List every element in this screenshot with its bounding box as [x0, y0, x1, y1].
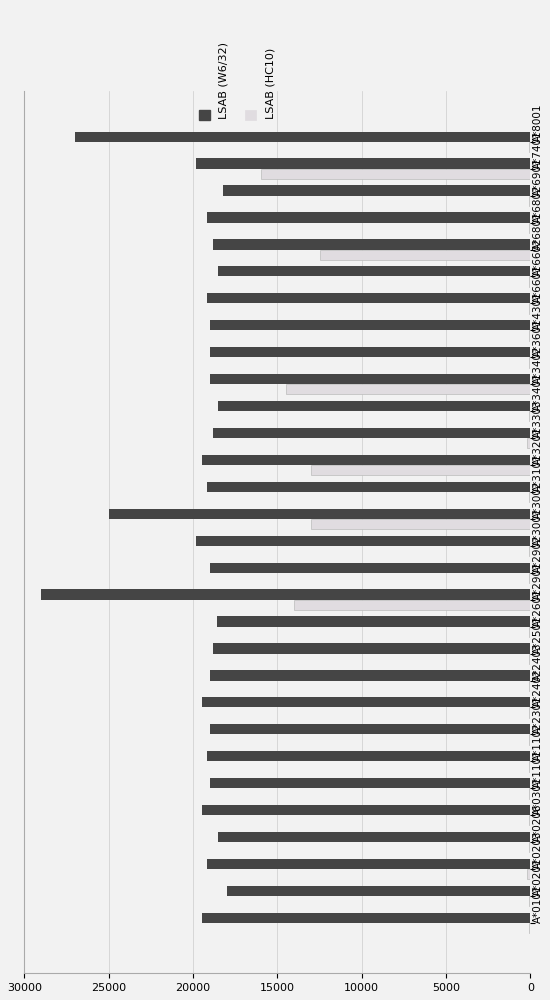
- Bar: [210, 563, 530, 573]
- Bar: [311, 465, 530, 475]
- Bar: [207, 751, 530, 761]
- Bar: [529, 896, 530, 906]
- Bar: [294, 600, 530, 610]
- Bar: [529, 815, 530, 825]
- Bar: [529, 546, 530, 556]
- Bar: [207, 859, 530, 869]
- Bar: [529, 923, 530, 933]
- Bar: [218, 832, 530, 842]
- Bar: [210, 374, 530, 384]
- Bar: [529, 330, 530, 341]
- Bar: [207, 482, 530, 492]
- Bar: [529, 223, 530, 233]
- Legend: LSAB (W6/32), LSAB (HC10): LSAB (W6/32), LSAB (HC10): [194, 40, 280, 126]
- Bar: [529, 627, 530, 637]
- Bar: [261, 169, 530, 179]
- Bar: [196, 536, 530, 546]
- Bar: [218, 266, 530, 276]
- Bar: [529, 357, 530, 368]
- Bar: [286, 384, 530, 394]
- Bar: [41, 589, 530, 600]
- Bar: [311, 519, 530, 529]
- Bar: [213, 239, 530, 250]
- Bar: [529, 761, 530, 772]
- Bar: [529, 573, 530, 583]
- Bar: [227, 886, 530, 896]
- Bar: [210, 320, 530, 330]
- Bar: [527, 438, 530, 448]
- Bar: [529, 654, 530, 664]
- Bar: [201, 455, 530, 465]
- Bar: [529, 276, 530, 287]
- Bar: [210, 347, 530, 357]
- Bar: [529, 842, 530, 852]
- Bar: [75, 132, 530, 142]
- Bar: [529, 788, 530, 799]
- Bar: [201, 697, 530, 707]
- Bar: [529, 196, 530, 206]
- Bar: [207, 212, 530, 223]
- Bar: [210, 724, 530, 734]
- Bar: [218, 401, 530, 411]
- Bar: [217, 616, 530, 627]
- Bar: [223, 185, 530, 196]
- Bar: [210, 670, 530, 681]
- Bar: [529, 707, 530, 718]
- Bar: [213, 428, 530, 438]
- Bar: [207, 293, 530, 303]
- Bar: [529, 681, 530, 691]
- Bar: [210, 778, 530, 788]
- Bar: [527, 869, 530, 879]
- Bar: [109, 509, 530, 519]
- Bar: [320, 250, 530, 260]
- Bar: [201, 913, 530, 923]
- Bar: [529, 142, 530, 152]
- Bar: [529, 734, 530, 745]
- Bar: [213, 643, 530, 654]
- Bar: [529, 492, 530, 502]
- Bar: [201, 805, 530, 815]
- Bar: [529, 303, 530, 314]
- Bar: [529, 411, 530, 421]
- Bar: [196, 158, 530, 169]
